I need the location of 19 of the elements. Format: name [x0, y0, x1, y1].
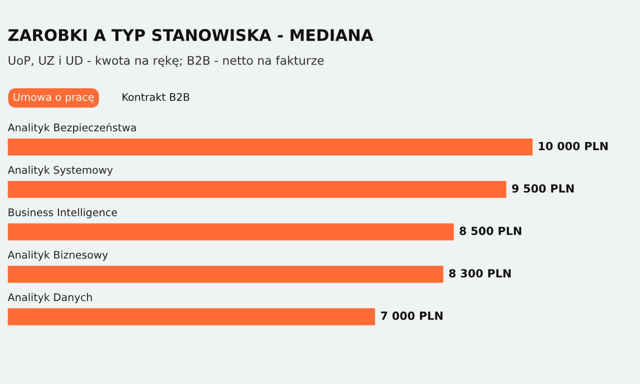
chart-title: ZAROBKI A TYP STANOWISKA - MEDIANA [8, 29, 374, 42]
y-tick-label: Analityk Danych [8, 293, 92, 304]
data-label: 7 000 PLN [381, 312, 442, 320]
bar [8, 266, 444, 283]
chart-subtitle: UoP, UZ i UD - kwota na rękę; B2B - netto na fakturze [8, 56, 324, 67]
y-tick-label: Analityk Biznesowy [8, 250, 108, 261]
data-label: 8 500 PLN [460, 226, 522, 236]
data-label: 9 500 PLN [512, 184, 574, 193]
bar [8, 138, 532, 156]
text: Umowa o pracę [14, 93, 94, 103]
bar [8, 308, 376, 326]
y-tick-label: Analityk Systemowy [8, 166, 113, 176]
data-label: 10 000 PLN [538, 142, 608, 150]
bar [8, 180, 506, 198]
y-tick-label: Business Intelligence [8, 208, 117, 218]
y-tick-label: Analityk Bezpieczeństwa [8, 122, 136, 134]
bar [8, 223, 454, 240]
text: Kontrakt B2B [122, 92, 190, 101]
data-label: 8 300 PLN [449, 269, 511, 278]
